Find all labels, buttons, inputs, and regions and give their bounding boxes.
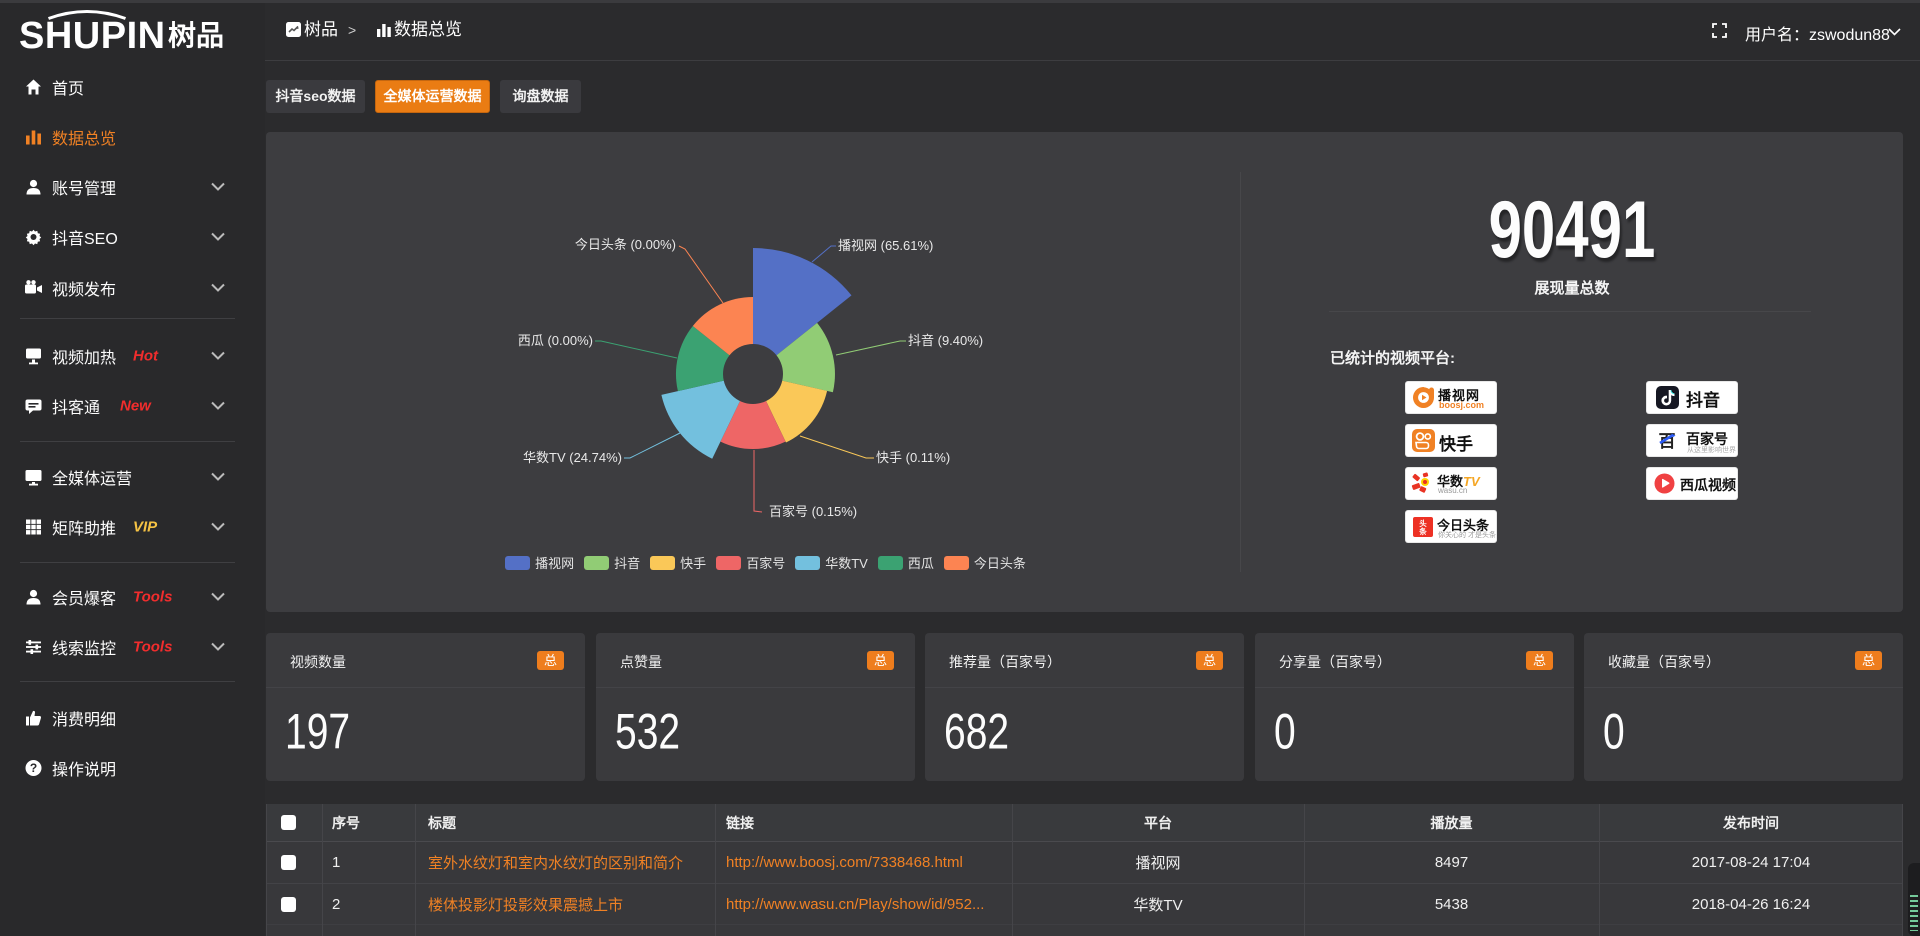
svg-text:头: 头 (1419, 518, 1427, 528)
svg-text:条: 条 (1418, 526, 1427, 536)
svg-text:?: ? (30, 761, 37, 775)
